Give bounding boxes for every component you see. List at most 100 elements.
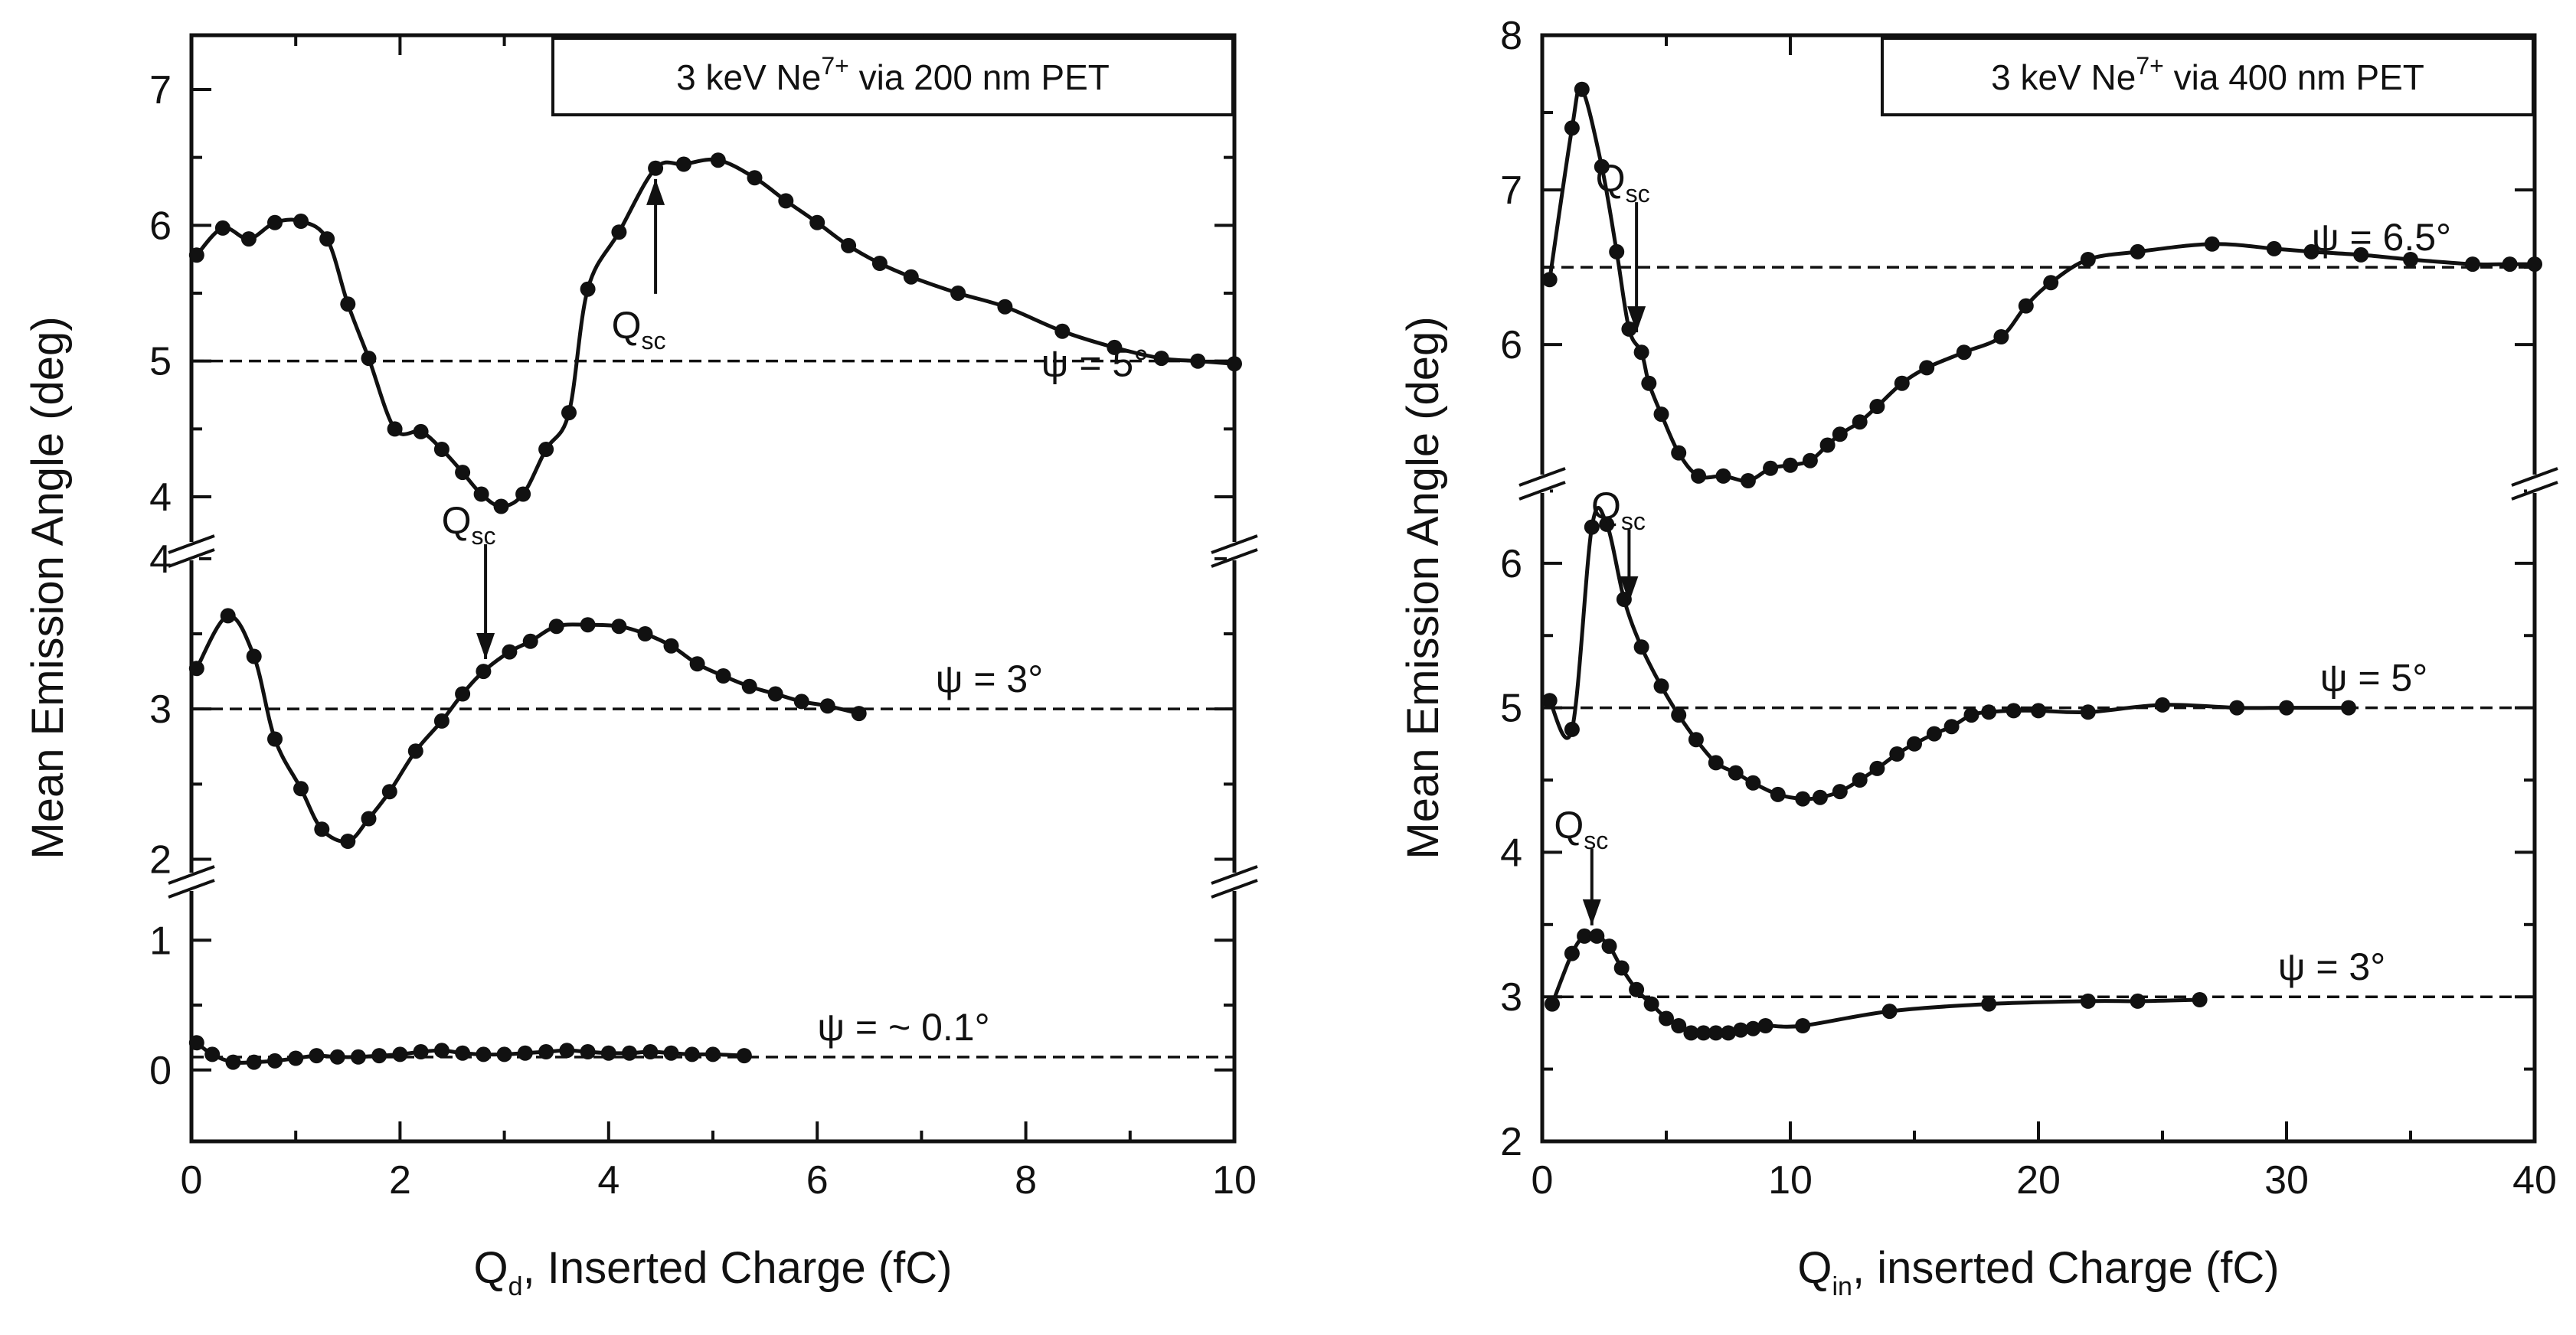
- left-qsc-label-sub: sc: [472, 522, 496, 550]
- left-series-label: ψ = ~ 0.1°: [817, 1006, 989, 1049]
- left-data-point: [841, 237, 857, 253]
- right-data-point: [1745, 1020, 1761, 1036]
- right-data-point: [1763, 460, 1779, 476]
- left-data-point: [580, 1044, 596, 1059]
- left-data-point: [267, 1053, 283, 1069]
- left-ticks: 0 2 4 6 8 10 4 5 6 7 2 3 4 0 1: [149, 35, 1257, 1203]
- right-x-label-sub: in: [1832, 1272, 1852, 1301]
- left-legend-main: 3 keV Ne: [676, 57, 821, 97]
- right-data-point: [1659, 1010, 1674, 1027]
- left-axis-break-mark: [168, 534, 215, 554]
- left-x-label-rest: , Inserted Charge (fC): [523, 1243, 953, 1293]
- right-data-point: [1926, 726, 1942, 742]
- right-y-tick-label: 6: [1500, 542, 1522, 586]
- left-data-point: [502, 644, 518, 660]
- right-data-point: [1643, 996, 1659, 1012]
- left-data-point: [413, 1044, 429, 1059]
- left-y-tick-label: 3: [149, 687, 172, 732]
- right-data-point: [2527, 256, 2542, 273]
- left-data-point: [561, 405, 577, 421]
- left-data-point: [293, 214, 309, 229]
- right-x-tick-label: 30: [2264, 1158, 2309, 1203]
- left-axis-break-mark: [168, 879, 215, 899]
- left-data-point: [548, 619, 564, 635]
- right-data-point: [2502, 256, 2518, 273]
- right-y-axis-label: Mean Emission Angle (deg): [1398, 316, 1448, 859]
- left-data-point: [496, 1046, 512, 1062]
- left-y-tick-label: 0: [149, 1049, 172, 1093]
- left-data-point: [361, 811, 377, 827]
- right-series-label: ψ = 6.5°: [2312, 216, 2451, 259]
- left-qsc-label-main: Q: [612, 304, 642, 347]
- right-data-point: [1728, 765, 1744, 781]
- right-data-point: [1653, 678, 1669, 694]
- right-data-point: [1577, 928, 1593, 944]
- left-data-point: [455, 1045, 471, 1061]
- left-qsc-label-sub: sc: [642, 327, 666, 354]
- left-y-tick-label: 4: [149, 475, 172, 520]
- left-data-point: [871, 256, 888, 271]
- right-data-point: [1963, 707, 1979, 723]
- right-data-point: [1740, 473, 1756, 488]
- right-data-point: [1633, 639, 1649, 655]
- left-data-point: [675, 156, 691, 172]
- right-data-point: [1802, 452, 1818, 468]
- right-data-point: [1589, 928, 1605, 944]
- left-y-tick-label: 6: [149, 204, 172, 248]
- right-qsc-label: Qsc: [1596, 157, 1650, 207]
- left-data-point: [663, 638, 679, 654]
- left-data-point: [433, 442, 449, 457]
- right-data-point: [1708, 1025, 1724, 1041]
- right-data-point: [1545, 996, 1560, 1012]
- left-data-point: [851, 706, 867, 722]
- left-data-point: [407, 743, 423, 759]
- left-axis-breaks: [168, 534, 1258, 899]
- right-x-label-rest: , inserted Charge (fC): [1852, 1243, 2280, 1293]
- left-data-point: [392, 1046, 408, 1062]
- left-legend-sup: 7+: [821, 52, 848, 80]
- right-data-point: [2403, 252, 2418, 267]
- right-x-axis-label: Qin, inserted Charge (fC): [1797, 1243, 2279, 1301]
- right-data-point: [1852, 414, 1868, 430]
- left-data-point: [433, 713, 449, 729]
- right-data-point: [1594, 158, 1610, 175]
- right-data-point: [1919, 360, 1935, 376]
- right-plot-frame: [1540, 33, 2537, 1144]
- right-data-point: [1688, 732, 1704, 748]
- left-data-point: [580, 617, 596, 633]
- left-data-point: [240, 231, 257, 247]
- right-qsc-arrow-head: [1582, 899, 1601, 925]
- right-y-tick-label: 5: [1500, 687, 1522, 731]
- right-data-point: [1733, 1022, 1749, 1038]
- right-x-tick-label: 20: [2016, 1158, 2061, 1203]
- left-data-point: [220, 608, 236, 624]
- left-data-point: [293, 781, 309, 797]
- right-data-point: [2303, 243, 2319, 259]
- right-data-point: [1609, 243, 1625, 259]
- left-data-point: [622, 1045, 637, 1061]
- left-data-point: [188, 247, 204, 263]
- right-data-point: [1671, 445, 1687, 461]
- left-qsc-label: Qsc: [442, 499, 496, 550]
- right-data-point: [2465, 256, 2480, 273]
- left-axis-break-mark: [168, 865, 215, 885]
- left-series-curve: [195, 157, 1235, 509]
- right-data-point: [1981, 996, 1997, 1012]
- left-data-point: [340, 296, 356, 312]
- right-data-point: [2229, 700, 2245, 716]
- left-data-point: [903, 269, 919, 285]
- left-axis-break-mark: [1211, 865, 1258, 885]
- right-data-point: [2080, 704, 2096, 720]
- right-data-point: [2031, 703, 2046, 719]
- right-data-point: [1770, 786, 1786, 802]
- right-y-tick-label: 3: [1500, 975, 1522, 1020]
- right-data-point: [1881, 1004, 1898, 1020]
- right-data-point: [1633, 344, 1649, 361]
- right-data-point: [1907, 736, 1922, 752]
- right-series-label: ψ = 3°: [2278, 945, 2385, 988]
- right-data-point: [2018, 298, 2034, 314]
- right-qsc-label-sub: sc: [1584, 827, 1608, 854]
- right-annotations: ψ = 6.5° Qsc ψ = 5° Qsc ψ = 3° Qsc: [1554, 157, 2451, 988]
- left-axis-break-mark: [1211, 879, 1258, 899]
